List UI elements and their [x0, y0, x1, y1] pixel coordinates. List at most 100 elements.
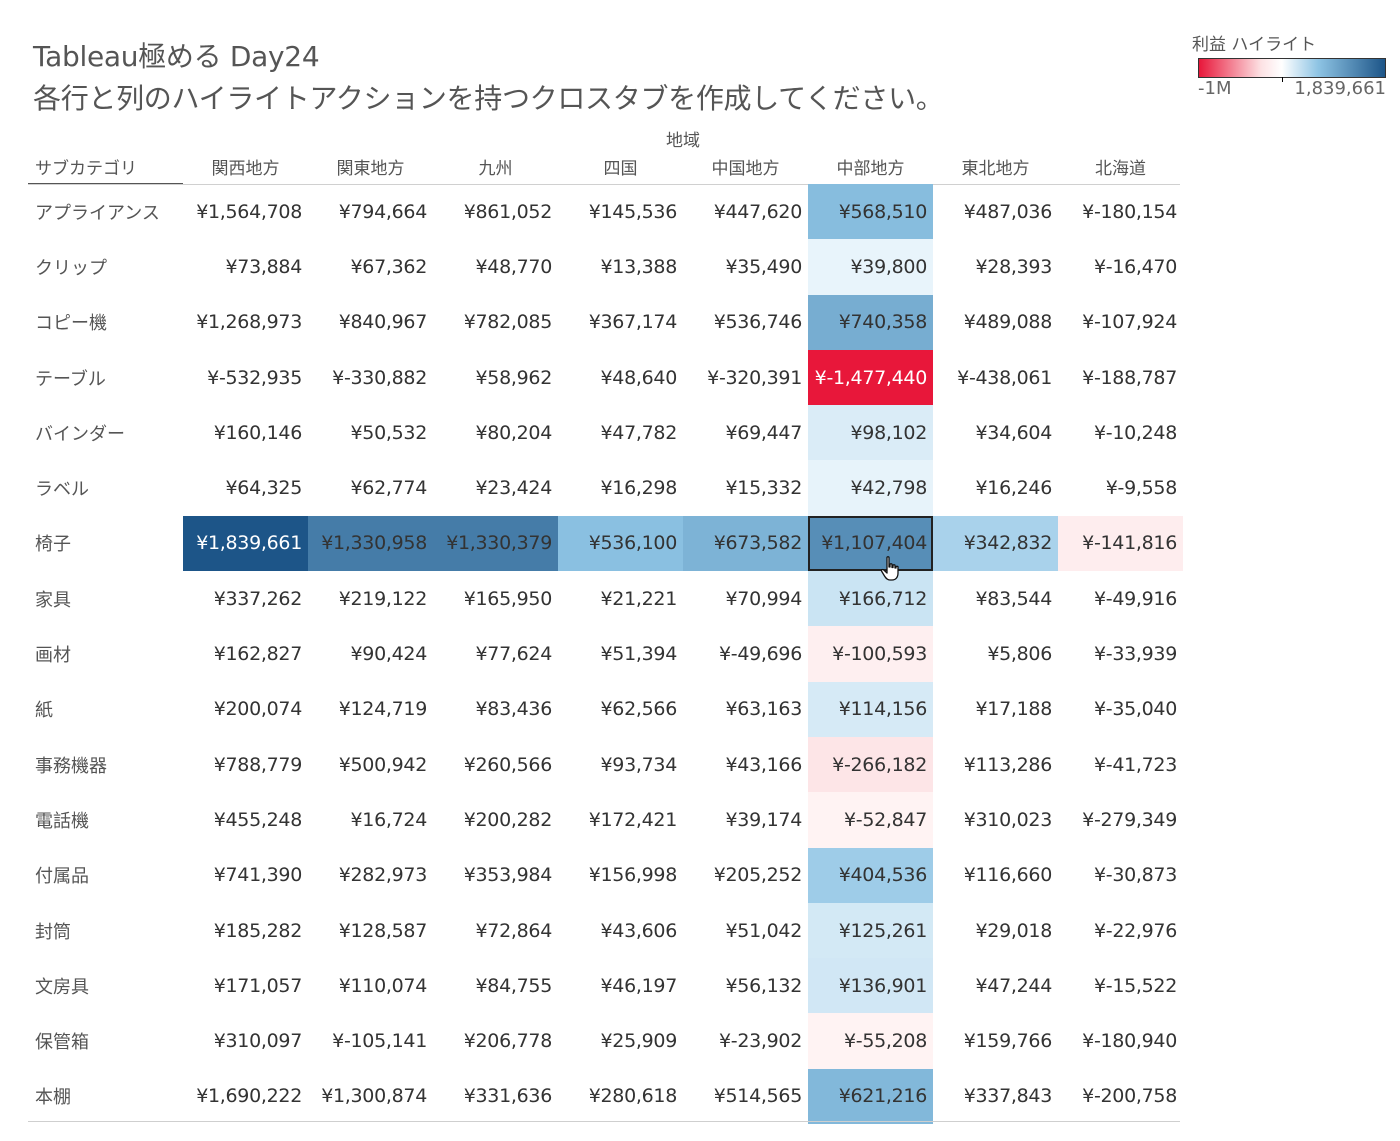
table-cell[interactable]: ¥782,085 — [463, 311, 553, 334]
table-cell[interactable]: ¥455,248 — [213, 808, 303, 831]
table-cell[interactable]: ¥1,564,708 — [196, 200, 302, 223]
table-cell[interactable]: ¥447,620 — [713, 200, 803, 223]
table-cell[interactable]: ¥1,330,958 — [308, 515, 433, 572]
table-cell[interactable]: ¥16,298 — [600, 477, 678, 500]
table-cell[interactable]: ¥128,587 — [338, 919, 428, 942]
table-cell[interactable]: ¥83,436 — [475, 698, 553, 721]
table-cell[interactable]: ¥1,330,379 — [433, 515, 558, 572]
column-header[interactable]: 中部地方 — [836, 159, 905, 179]
table-cell[interactable]: ¥113,286 — [963, 753, 1053, 776]
table-cell[interactable]: ¥67,362 — [350, 255, 428, 278]
table-cell[interactable]: ¥110,074 — [338, 974, 428, 997]
table-cell[interactable]: ¥310,097 — [213, 1030, 303, 1053]
table-cell[interactable]: ¥740,358 — [808, 294, 933, 350]
table-cell[interactable]: ¥205,252 — [713, 864, 803, 887]
table-cell[interactable]: ¥93,734 — [600, 753, 678, 776]
table-cell[interactable]: ¥47,244 — [975, 974, 1053, 997]
table-cell[interactable]: ¥39,174 — [725, 808, 803, 831]
table-cell[interactable]: ¥51,394 — [600, 643, 678, 666]
row-label[interactable]: テーブル — [35, 368, 106, 390]
table-cell[interactable]: ¥58,962 — [475, 366, 553, 389]
table-cell[interactable]: ¥-438,061 — [957, 366, 1052, 389]
table-cell[interactable]: ¥-16,470 — [1093, 255, 1177, 278]
table-cell[interactable]: ¥282,973 — [338, 864, 428, 887]
table-cell[interactable]: ¥1,107,404 — [808, 515, 933, 572]
table-cell[interactable]: ¥171,057 — [213, 974, 303, 997]
row-label[interactable]: 付属品 — [35, 866, 89, 888]
table-cell[interactable]: ¥15,332 — [725, 477, 803, 500]
table-cell[interactable]: ¥39,800 — [808, 239, 933, 295]
row-label[interactable]: ラベル — [35, 479, 89, 501]
table-cell[interactable]: ¥166,712 — [808, 571, 933, 627]
table-cell[interactable]: ¥80,204 — [475, 421, 553, 444]
table-cell[interactable]: ¥310,023 — [963, 808, 1053, 831]
table-cell[interactable]: ¥63,163 — [725, 698, 803, 721]
row-label[interactable]: 椅子 — [35, 534, 71, 556]
table-cell[interactable]: ¥162,827 — [213, 643, 303, 666]
table-cell[interactable]: ¥794,664 — [338, 200, 428, 223]
table-cell[interactable]: ¥1,300,874 — [321, 1085, 427, 1108]
table-cell[interactable]: ¥56,132 — [725, 974, 803, 997]
table-cell[interactable]: ¥200,282 — [463, 808, 553, 831]
table-cell[interactable]: ¥206,778 — [463, 1030, 553, 1053]
table-cell[interactable]: ¥156,998 — [588, 864, 678, 887]
table-cell[interactable]: ¥219,122 — [338, 587, 428, 610]
table-cell[interactable]: ¥172,421 — [588, 808, 678, 831]
table-cell[interactable]: ¥260,566 — [463, 753, 553, 776]
table-cell[interactable]: ¥500,942 — [338, 753, 428, 776]
table-cell[interactable]: ¥42,798 — [808, 460, 933, 516]
table-cell[interactable]: ¥-33,939 — [1093, 643, 1177, 666]
row-label[interactable]: 文房具 — [35, 976, 89, 998]
table-cell[interactable]: ¥-100,593 — [808, 626, 933, 682]
table-cell[interactable]: ¥331,636 — [463, 1085, 553, 1108]
table-cell[interactable]: ¥84,755 — [475, 974, 553, 997]
table-cell[interactable]: ¥-180,154 — [1082, 200, 1177, 223]
table-cell[interactable]: ¥5,806 — [987, 643, 1052, 666]
table-cell[interactable]: ¥1,268,973 — [196, 311, 302, 334]
table-cell[interactable]: ¥90,424 — [350, 643, 428, 666]
table-cell[interactable]: ¥48,640 — [600, 366, 678, 389]
table-cell[interactable]: ¥64,325 — [225, 477, 303, 500]
table-cell[interactable]: ¥-330,882 — [332, 366, 427, 389]
table-cell[interactable]: ¥46,197 — [600, 974, 678, 997]
table-cell[interactable]: ¥-55,208 — [808, 1013, 933, 1069]
table-cell[interactable]: ¥-200,758 — [1082, 1085, 1177, 1108]
table-cell[interactable]: ¥-188,787 — [1082, 366, 1177, 389]
table-cell[interactable]: ¥280,618 — [588, 1085, 678, 1108]
table-cell[interactable]: ¥47,782 — [600, 421, 678, 444]
column-header[interactable]: 関西地方 — [211, 159, 280, 179]
table-cell[interactable]: ¥77,624 — [475, 643, 553, 666]
table-cell[interactable]: ¥116,660 — [963, 864, 1053, 887]
table-cell[interactable]: ¥536,100 — [558, 515, 683, 572]
table-cell[interactable]: ¥621,216 — [808, 1068, 933, 1125]
table-cell[interactable]: ¥367,174 — [588, 311, 678, 334]
table-cell[interactable]: ¥-52,847 — [808, 792, 933, 848]
table-cell[interactable]: ¥200,074 — [213, 698, 303, 721]
table-cell[interactable]: ¥51,042 — [725, 919, 803, 942]
table-cell[interactable]: ¥70,994 — [725, 587, 803, 610]
table-cell[interactable]: ¥-9,558 — [1105, 477, 1178, 500]
column-header[interactable]: 関東地方 — [336, 159, 405, 179]
table-cell[interactable]: ¥353,984 — [463, 864, 553, 887]
table-cell[interactable]: ¥861,052 — [463, 200, 553, 223]
table-cell[interactable]: ¥160,146 — [213, 421, 303, 444]
row-label[interactable]: 電話機 — [35, 810, 89, 832]
row-label[interactable]: 事務機器 — [35, 755, 107, 777]
column-header[interactable]: 東北地方 — [961, 159, 1030, 179]
table-cell[interactable]: ¥21,221 — [600, 587, 678, 610]
table-cell[interactable]: ¥337,843 — [963, 1085, 1053, 1108]
table-cell[interactable]: ¥29,018 — [975, 919, 1053, 942]
table-cell[interactable]: ¥43,166 — [725, 753, 803, 776]
table-cell[interactable]: ¥28,393 — [975, 255, 1053, 278]
column-header[interactable]: 四国 — [603, 159, 638, 179]
table-cell[interactable]: ¥568,510 — [808, 184, 933, 240]
table-cell[interactable]: ¥489,088 — [963, 311, 1053, 334]
table-cell[interactable]: ¥72,864 — [475, 919, 553, 942]
table-cell[interactable]: ¥73,884 — [225, 255, 303, 278]
table-cell[interactable]: ¥124,719 — [338, 698, 428, 721]
table-cell[interactable]: ¥62,566 — [600, 698, 678, 721]
table-cell[interactable]: ¥-49,916 — [1093, 587, 1177, 610]
table-cell[interactable]: ¥16,246 — [975, 477, 1053, 500]
table-cell[interactable]: ¥-141,816 — [1058, 515, 1183, 572]
row-label[interactable]: 保管箱 — [35, 1032, 89, 1054]
